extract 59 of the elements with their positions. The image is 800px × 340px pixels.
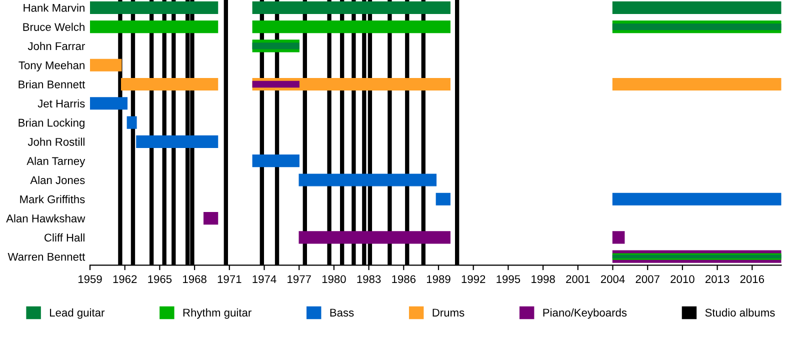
legend-label: Piano/Keyboards bbox=[543, 308, 627, 319]
legend-label: Rhythm guitar bbox=[183, 308, 252, 319]
x-tick-label: 1998 bbox=[532, 275, 555, 284]
x-tick-label: 1974 bbox=[252, 275, 276, 284]
y-tick-label: Mark Griffiths bbox=[20, 195, 85, 204]
x-tick-label: 1977 bbox=[288, 275, 311, 284]
y-tick-label: Bruce Welch bbox=[23, 22, 84, 31]
x-tick-label: 1992 bbox=[462, 275, 486, 284]
bar bbox=[90, 58, 122, 72]
bar bbox=[252, 154, 300, 168]
x-tick-label: 1989 bbox=[426, 275, 450, 284]
x-tick-label: 2004 bbox=[600, 275, 625, 284]
x-tick-label: 1995 bbox=[496, 275, 520, 284]
bar bbox=[90, 20, 218, 34]
y-tick-label: Alan Jones bbox=[30, 176, 85, 184]
bar bbox=[298, 174, 437, 186]
x-tick-label: 1962 bbox=[113, 275, 137, 284]
legend-label: Lead guitar bbox=[50, 308, 105, 319]
x-tick-label: 1983 bbox=[357, 275, 381, 284]
bar bbox=[436, 192, 450, 206]
x-tick-label: 2016 bbox=[740, 275, 764, 284]
bar bbox=[612, 1, 782, 14]
bar bbox=[612, 78, 782, 91]
y-tick-label: Tony Meehan bbox=[18, 61, 84, 72]
bar bbox=[612, 231, 625, 244]
x-tick-label: 2007 bbox=[636, 275, 660, 284]
x-tick-label: 2001 bbox=[566, 275, 590, 284]
y-tick-label: John Farrar bbox=[28, 42, 85, 50]
bar bbox=[203, 212, 218, 225]
x-tick-label: 1971 bbox=[218, 275, 242, 284]
y-tick-label: Hank Marvin bbox=[24, 4, 84, 12]
bar bbox=[252, 1, 450, 14]
legend-label: Bass bbox=[330, 308, 354, 317]
y-tick-label: John Rostill bbox=[28, 138, 84, 146]
x-tick-label: 1959 bbox=[78, 275, 102, 284]
bar bbox=[90, 1, 218, 14]
bar bbox=[252, 80, 300, 88]
y-tick-label: Warren Bennett bbox=[8, 252, 86, 261]
bar bbox=[298, 231, 450, 244]
bar bbox=[121, 78, 218, 91]
y-tick-label: Alan Hawkshaw bbox=[6, 214, 86, 222]
y-tick-label: Jet Harris bbox=[38, 99, 85, 108]
y-tick-label: Cliff Hall bbox=[44, 233, 84, 242]
x-tick-label: 1965 bbox=[148, 275, 172, 284]
bar bbox=[90, 97, 128, 110]
bar bbox=[136, 135, 218, 148]
x-tick-label: 1980 bbox=[322, 275, 346, 284]
y-tick-label: Brian Bennett bbox=[18, 80, 86, 88]
x-tick-label: 1968 bbox=[183, 275, 206, 284]
y-tick-label: Brian Locking bbox=[18, 118, 84, 129]
bar bbox=[126, 116, 137, 129]
x-tick-label: 2013 bbox=[706, 275, 730, 284]
x-tick-label: 2010 bbox=[670, 275, 694, 284]
legend-label: Studio albums bbox=[705, 308, 775, 317]
y-tick-label: Alan Tarney bbox=[26, 156, 86, 168]
x-tick-label: 1986 bbox=[392, 275, 416, 284]
bar bbox=[252, 20, 450, 34]
legend-label: Drums bbox=[432, 308, 464, 317]
bar bbox=[612, 192, 782, 206]
